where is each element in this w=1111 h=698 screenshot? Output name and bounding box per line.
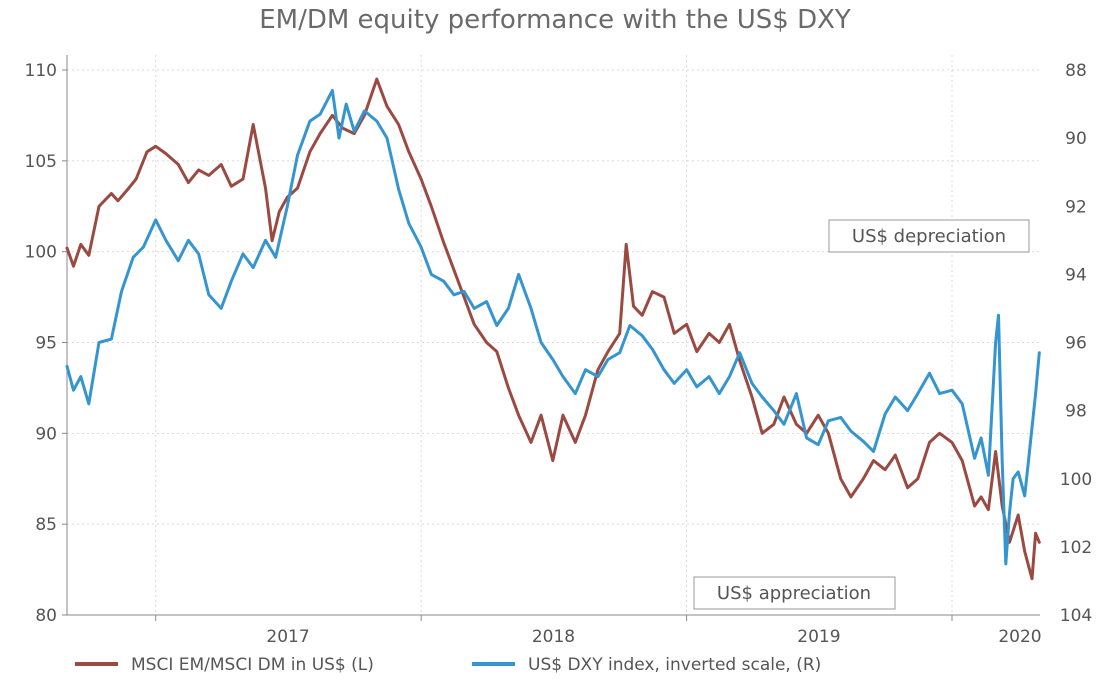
axis-layer: 80 85 90 95 100 105 110 88 90 92 94 96 98 100 102 104 20… [25,55,1092,647]
x-tick-label: 2020 [998,627,1041,647]
grid-layer [67,55,1040,616]
legend: MSCI EM/MSCI DM in US$ (L) US$ DXY index… [75,655,821,675]
annotation-depreciation-text: US$ depreciation [852,226,1006,247]
annotation-depreciation: US$ depreciation [828,219,1030,253]
series-layer [65,77,1041,581]
y-right-tick-label: 104 [1060,606,1092,626]
y-right-tick-label: 102 [1060,538,1092,558]
x-tick-label: 2017 [266,627,309,647]
y-right-tick-label: 94 [1065,265,1087,285]
y-right-tick-label: 98 [1065,402,1087,422]
x-tick-label: 2019 [797,627,840,647]
chart-title: EM/DM equity performance with the US$ DX… [259,5,851,35]
y-left-tick-label: 95 [35,334,57,354]
y-left-tick-label: 90 [35,424,57,444]
series-line-dxy [65,88,1041,566]
legend-label-msci: MSCI EM/MSCI DM in US$ (L) [131,655,374,675]
legend-label-dxy: US$ DXY index, inverted scale, (R) [528,655,821,675]
y-left-tick-label: 105 [25,152,57,172]
series-line-msci [65,77,1041,581]
y-right-tick-label: 96 [1065,334,1087,354]
annotation-appreciation-text: US$ appreciation [717,583,871,604]
y-left-tick-label: 85 [35,515,57,535]
y-left-tick-label: 80 [35,606,57,626]
annotation-appreciation: US$ appreciation [693,576,896,610]
y-right-tick-label: 88 [1065,61,1087,81]
y-right-tick-label: 92 [1065,197,1087,217]
y-left-tick-label: 100 [25,243,57,263]
x-tick-label: 2018 [532,627,575,647]
y-right-tick-label: 90 [1065,129,1087,149]
y-left-tick-label: 110 [25,61,57,81]
y-right-tick-label: 100 [1060,470,1092,490]
